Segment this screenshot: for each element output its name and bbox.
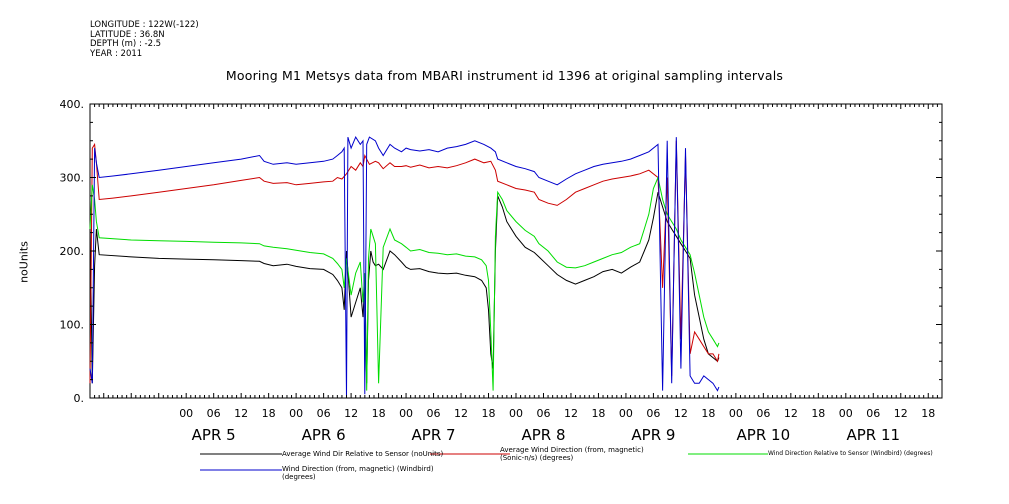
x-hour-label: 12 xyxy=(564,407,578,420)
x-hour-label: 06 xyxy=(866,407,880,420)
series-line-0 xyxy=(89,192,720,384)
x-day-label: APR 9 xyxy=(631,426,675,444)
legend-label-series-0: Average Wind Dir Relative to Sensor (noU… xyxy=(282,450,444,458)
x-hour-label: 06 xyxy=(317,407,331,420)
tick-layer: 0. 100. 200. 300. 400. 00 06 12 18 00 06 12 18 00 06 12… xyxy=(60,98,943,444)
x-day-label: APR 6 xyxy=(302,426,346,444)
x-hour-label: 00 xyxy=(509,407,523,420)
longitude-text: LONGITUDE : 122W(-122) xyxy=(90,20,199,30)
x-hour-label: 12 xyxy=(674,407,688,420)
x-hour-label: 18 xyxy=(262,407,276,420)
legend-lines xyxy=(200,453,768,471)
x-hour-label: 12 xyxy=(894,407,908,420)
x-day-label: APR 10 xyxy=(737,426,791,444)
year-text: YEAR : 2011 xyxy=(90,48,143,59)
x-hour-label: 06 xyxy=(427,407,441,420)
x-hour-label: 06 xyxy=(536,407,550,420)
plot-border xyxy=(89,103,943,399)
x-hour-label: 00 xyxy=(179,407,193,420)
plot-frame xyxy=(89,103,943,399)
x-hour-label: 00 xyxy=(619,407,633,420)
series-line-1 xyxy=(89,140,720,384)
x-hour-label: 18 xyxy=(482,407,496,420)
x-hour-label: 06 xyxy=(756,407,770,420)
x-hour-label: 18 xyxy=(921,407,935,420)
series-line-2 xyxy=(89,175,720,391)
depth-text: DEPTH (m) : -2.5 xyxy=(90,39,162,49)
x-hour-label: 18 xyxy=(811,407,825,420)
x-hour-label: 18 xyxy=(701,407,715,420)
x-hour-label: 18 xyxy=(372,407,386,420)
chart-title: Mooring M1 Metsys data from MBARI instru… xyxy=(225,68,784,83)
x-hour-label: 12 xyxy=(234,407,248,420)
y-tick-label: 100. xyxy=(60,319,85,332)
series-line-3 xyxy=(89,136,720,399)
x-hour-label: 06 xyxy=(646,407,660,420)
latitude-text: LATITUDE : 36.8N xyxy=(90,29,165,40)
x-day-label: APR 7 xyxy=(412,426,456,444)
x-hour-label: 00 xyxy=(839,407,853,420)
x-hour-label: 12 xyxy=(784,407,798,420)
y-tick-label: 0. xyxy=(74,392,85,405)
y-tick-label: 400. xyxy=(60,98,85,111)
x-hour-label: 18 xyxy=(591,407,605,420)
x-hour-label: 00 xyxy=(289,407,303,420)
x-hour-label: 00 xyxy=(729,407,743,420)
x-hour-label: 06 xyxy=(207,407,221,420)
series-layer xyxy=(89,136,720,399)
metadata-block: LONGITUDE : 122W(-122) LATITUDE : 36.8N … xyxy=(90,20,199,59)
legend-label-series-2: Wind Direction Relative to Sensor (Windb… xyxy=(768,450,933,457)
x-hour-label: 12 xyxy=(454,407,468,420)
y-tick-label: 200. xyxy=(60,245,85,258)
legend-label-series-3: Wind Direction (from, magnetic) (Windbir… xyxy=(282,465,434,481)
y-axis-label: noUnits xyxy=(17,241,31,283)
x-hour-label: 12 xyxy=(344,407,358,420)
x-day-label: APR 11 xyxy=(846,426,900,444)
legend-label-series-1: Average Wind Direction (from, magnetic) … xyxy=(500,446,644,462)
x-day-label: APR 5 xyxy=(192,426,236,444)
x-day-label: APR 8 xyxy=(521,426,565,444)
x-hour-label: 00 xyxy=(399,407,413,420)
y-tick-label: 300. xyxy=(60,172,85,185)
